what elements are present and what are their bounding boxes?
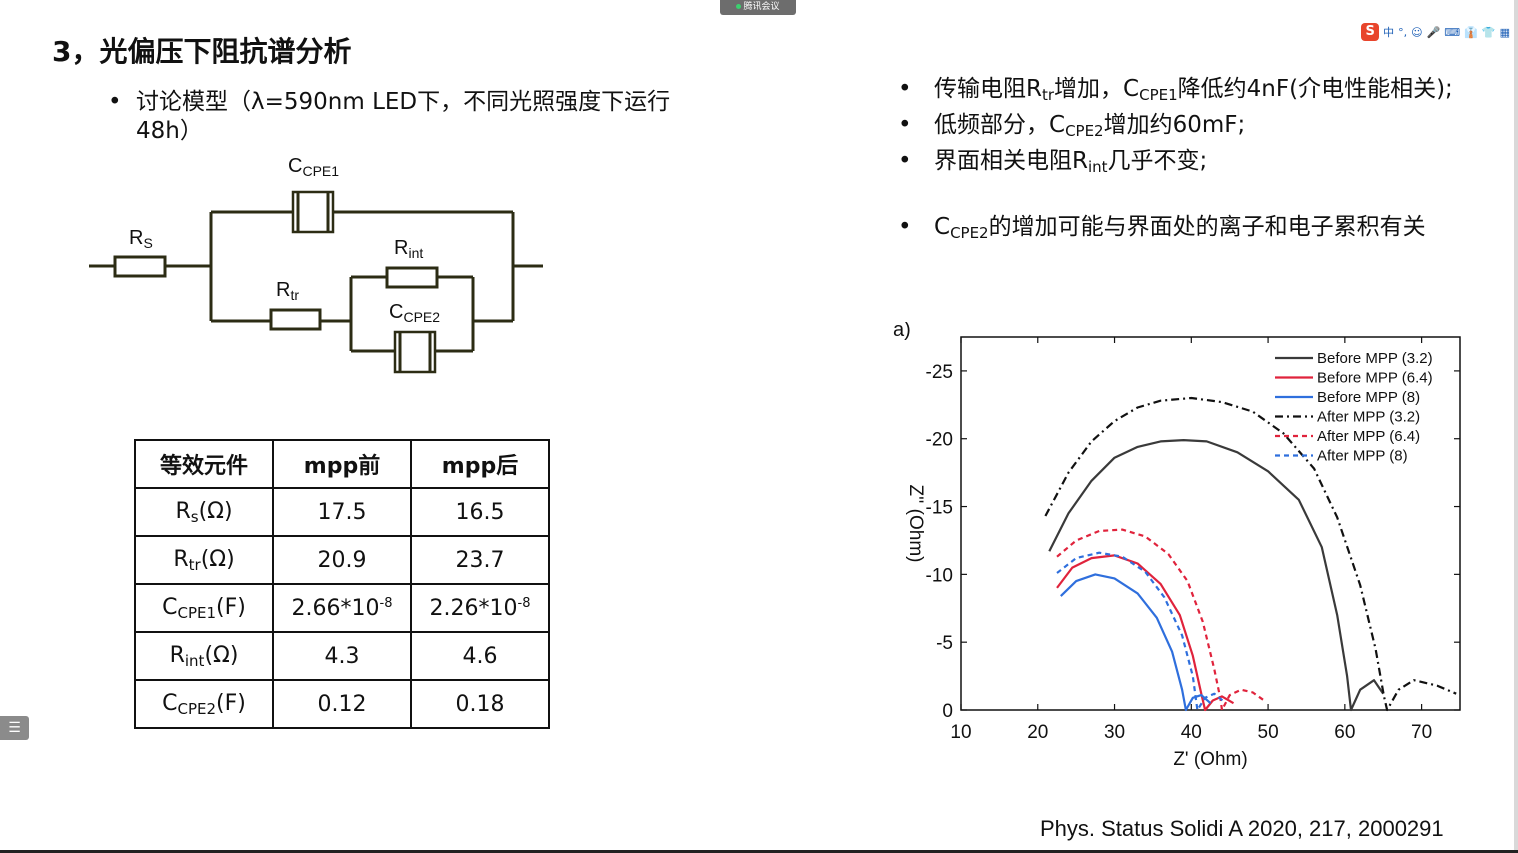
bullet-dot: •	[108, 89, 122, 115]
emoji-icon[interactable]: ☺	[1411, 25, 1423, 39]
finding-item: 界面相关电阻Rint几乎不变;	[898, 146, 1458, 182]
ime-item[interactable]: 中	[1383, 26, 1395, 39]
scrollbar-track[interactable]	[1514, 0, 1518, 853]
legend-label: After MPP (8)	[1317, 448, 1408, 465]
rint-label: Rint	[394, 237, 423, 261]
after-value-cell: 23.7	[410, 535, 550, 585]
element-cell: Rs(Ω)	[134, 487, 274, 537]
outline-list-icon[interactable]: ☰	[0, 716, 29, 740]
element-cell: CCPE2(F)	[134, 679, 274, 729]
x-axis-label: Z' (Ohm)	[1173, 749, 1247, 770]
meeting-indicator-icon	[736, 4, 742, 9]
x-tick-label: 60	[1334, 722, 1355, 743]
x-tick-label: 40	[1181, 722, 1202, 743]
series-line	[1056, 551, 1225, 712]
legend-label: Before MPP (8)	[1317, 389, 1420, 406]
ccpe1-label: CCPE1	[288, 155, 339, 179]
ccpe2-label: CCPE2	[389, 301, 440, 325]
before-value-cell: 4.3	[272, 631, 412, 681]
keyboard-icon[interactable]: ⌨	[1444, 25, 1461, 39]
y-tick-label: -5	[936, 633, 953, 654]
findings-list: 传输电阻Rtr增加，CCPE1降低约4nF(介电性能相关); 低频部分，CCPE…	[898, 74, 1458, 248]
after-value-cell: 2.26*10-8	[410, 583, 550, 633]
y-axis-label: Z'' (Ohm)	[905, 485, 926, 563]
series-line	[1044, 396, 1457, 712]
after-value-cell: 16.5	[410, 487, 550, 537]
skin-icon[interactable]: 👔	[1464, 25, 1478, 39]
y-tick-label: -20	[926, 430, 953, 451]
finding-item: CCPE2的增加可能与界面处的离子和电子累积有关	[898, 212, 1458, 248]
meeting-status-tag[interactable]: 腾讯会议	[720, 0, 796, 15]
nyquist-plot: 10 20 30 40 50 60 70 0 -5 -10 -15 -20 -25 Z' (Ohm) Z''…	[893, 322, 1461, 770]
element-cell: Rint(Ω)	[134, 631, 274, 681]
x-tick-label: 30	[1104, 722, 1125, 743]
element-cell: CCPE1(F)	[134, 583, 274, 633]
after-value-cell: 0.18	[410, 679, 550, 729]
microphone-icon[interactable]: 🎤	[1426, 25, 1441, 39]
legend-label: After MPP (3.2)	[1317, 409, 1420, 426]
legend-label: After MPP (6.4)	[1317, 428, 1420, 445]
slide-title: 3，光偏压下阻抗谱分析	[52, 35, 352, 68]
shirt-icon[interactable]: 👕	[1481, 25, 1496, 39]
model-bullet-text: 讨论模型（λ=590nm LED下，不同光照强度下运行48h）	[136, 89, 671, 144]
ime-item[interactable]: °,	[1398, 25, 1408, 39]
y-tick-label: -25	[926, 362, 953, 383]
legend-label: Before MPP (6.4)	[1317, 370, 1433, 387]
table-row: CCPE2(F) 0.12 0.18	[134, 679, 550, 729]
y-tick-label: -10	[926, 565, 953, 586]
bottom-border	[0, 850, 1518, 853]
x-tick-label: 50	[1258, 722, 1279, 743]
equivalent-circuit-diagram: RS CCPE1 Rint Rtr CCPE2	[89, 155, 543, 374]
grid-menu-icon[interactable]: ▦	[1499, 25, 1510, 39]
finding-item: 传输电阻Rtr增加，CCPE1降低约4nF(介电性能相关);	[898, 74, 1458, 110]
y-tick-label: 0	[942, 701, 953, 722]
table-header-cell: mpp前	[272, 439, 412, 489]
x-tick-label: 20	[1027, 722, 1048, 743]
plot-frame	[960, 336, 1461, 711]
model-bullet: • 讨论模型（λ=590nm LED下，不同光照强度下运行48h）	[108, 88, 688, 146]
after-value-cell: 4.6	[410, 631, 550, 681]
x-tick-label: 70	[1411, 722, 1432, 743]
before-value-cell: 20.9	[272, 535, 412, 585]
table-row: CCPE1(F) 2.66*10-8 2.26*10-8	[134, 583, 550, 633]
panel-label: a)	[893, 322, 911, 341]
legend-label: Before MPP (3.2)	[1317, 350, 1433, 367]
citation: Phys. Status Solidi A 2020, 217, 2000291	[1040, 816, 1444, 841]
x-tick-label: 10	[950, 722, 971, 743]
rtr-label: Rtr	[276, 279, 299, 303]
before-value-cell: 17.5	[272, 487, 412, 537]
sogou-logo-icon[interactable]: S	[1361, 23, 1380, 41]
table-row: Rs(Ω) 17.5 16.5	[134, 487, 550, 537]
table-row: Rint(Ω) 4.3 4.6	[134, 631, 550, 681]
before-value-cell: 2.66*10-8	[272, 583, 412, 633]
before-value-cell: 0.12	[272, 679, 412, 729]
series-line	[1056, 554, 1235, 712]
ime-toolbar[interactable]: S 中 °, ☺ 🎤 ⌨ 👔 👕 ▦	[1361, 22, 1510, 42]
table-header-cell: 等效元件	[134, 439, 274, 489]
series-line	[1048, 439, 1385, 712]
table-header-cell: mpp后	[410, 439, 550, 489]
parameter-table: 等效元件 mpp前 mpp后 Rs(Ω) 17.5 16.5 Rtr(Ω) 20…	[134, 439, 550, 729]
series-line	[1060, 573, 1212, 712]
y-tick-label: -15	[926, 498, 953, 519]
meeting-tag-label: 腾讯会议	[743, 2, 780, 12]
finding-item: 低频部分，CCPE2增加约60mF;	[898, 110, 1458, 146]
element-cell: Rtr(Ω)	[134, 535, 274, 585]
rs-label: RS	[129, 227, 153, 251]
table-header-row: 等效元件 mpp前 mpp后	[134, 439, 550, 489]
table-row: Rtr(Ω) 20.9 23.7	[134, 535, 550, 585]
series-line	[1056, 528, 1265, 712]
